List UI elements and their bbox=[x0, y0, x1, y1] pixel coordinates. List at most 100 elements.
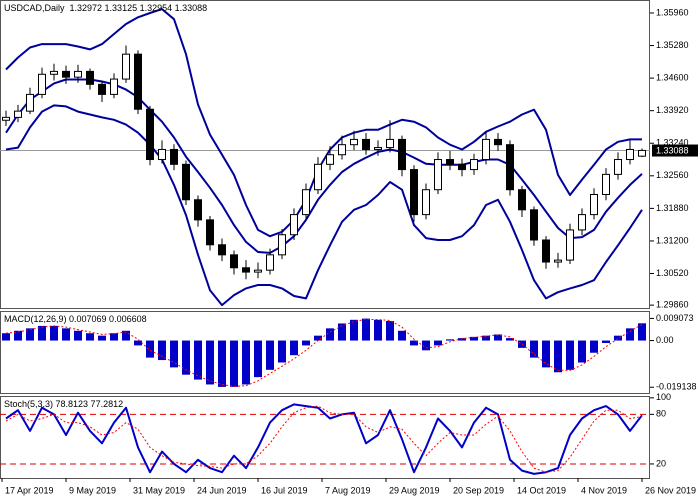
macd-bar bbox=[566, 340, 574, 370]
macd-bar bbox=[530, 340, 538, 358]
candle-body bbox=[470, 159, 478, 171]
candle-body bbox=[50, 70, 58, 75]
macd-bar bbox=[446, 339, 454, 341]
y-tick-label: 1.32560 bbox=[656, 170, 689, 180]
candle-body bbox=[206, 219, 214, 246]
panel-title-part: USDCAD,Daily bbox=[4, 3, 65, 13]
y-tick-label: 1.35960 bbox=[656, 7, 689, 17]
panel-frame bbox=[0, 311, 650, 394]
macd-bar bbox=[2, 333, 10, 341]
macd-bar bbox=[110, 333, 118, 341]
macd-bar bbox=[242, 340, 250, 385]
stoch-signal bbox=[5, 405, 643, 473]
macd-bar bbox=[134, 340, 142, 346]
y-tick-label: 100 bbox=[656, 392, 671, 402]
candle-body bbox=[530, 209, 538, 241]
macd-bar bbox=[458, 338, 466, 341]
candle-body bbox=[326, 154, 334, 165]
candle-body bbox=[86, 70, 94, 85]
candle-body bbox=[458, 163, 466, 171]
macd-bar bbox=[326, 328, 334, 341]
last-price-box bbox=[652, 144, 698, 157]
candle-body bbox=[242, 267, 250, 273]
panel-title: Stoch(5,3,3) 78.8123 77.2812 bbox=[4, 399, 123, 409]
candle-body bbox=[542, 239, 550, 263]
candle-body bbox=[494, 138, 502, 146]
macd-bar bbox=[278, 340, 286, 363]
macd-bar bbox=[506, 338, 514, 341]
candle-body bbox=[218, 244, 226, 256]
candle-body bbox=[62, 70, 70, 78]
stoch-main bbox=[5, 403, 643, 475]
macd-bar bbox=[602, 340, 610, 343]
bollinger-band bbox=[5, 104, 643, 307]
macd-bar bbox=[338, 323, 346, 341]
candle-body bbox=[302, 189, 310, 216]
macd-bar bbox=[218, 340, 226, 387]
macd-bar bbox=[374, 319, 382, 341]
y-tick-label: 80 bbox=[656, 409, 666, 419]
candle-body bbox=[350, 138, 358, 146]
x-tick-label: 9 May 2019 bbox=[69, 485, 116, 495]
macd-bar bbox=[470, 336, 478, 341]
candle-body bbox=[446, 159, 454, 165]
candle-body bbox=[2, 116, 10, 121]
y-tick-label: 1.33920 bbox=[656, 105, 689, 115]
macd-bar bbox=[98, 335, 106, 341]
panel-title: MACD(12,26,9) 0.007069 0.006608 bbox=[4, 314, 147, 324]
candle-body bbox=[266, 254, 274, 271]
candle-body bbox=[518, 189, 526, 211]
candle-body bbox=[338, 144, 346, 156]
x-tick-label: 26 Nov 2019 bbox=[645, 485, 696, 495]
panel-title-part: 1.32972 1.33125 1.32954 1.33088 bbox=[70, 3, 208, 13]
macd-bar bbox=[206, 340, 214, 385]
y-tick-label: 0.009073 bbox=[656, 313, 694, 323]
macd-bar bbox=[386, 321, 394, 341]
candle-body bbox=[146, 108, 154, 161]
y-tick-label: 0.00 bbox=[656, 335, 674, 345]
macd-bar bbox=[170, 340, 178, 368]
x-tick-label: 16 Jul 2019 bbox=[261, 485, 308, 495]
y-tick-label: 1.29860 bbox=[656, 300, 689, 310]
candle-body bbox=[254, 269, 262, 273]
candle-body bbox=[482, 138, 490, 161]
macd-bar bbox=[434, 340, 442, 346]
x-tick-label: 7 Aug 2019 bbox=[325, 485, 371, 495]
macd-bar bbox=[290, 340, 298, 356]
candle-body bbox=[578, 214, 586, 231]
macd-bar bbox=[266, 340, 274, 370]
candle-body bbox=[122, 53, 130, 80]
candle-body bbox=[410, 169, 418, 216]
y-tick-label: 1.30520 bbox=[656, 268, 689, 278]
candle-body bbox=[194, 199, 202, 221]
macd-bar bbox=[410, 340, 418, 346]
last-price-label: 1.33088 bbox=[656, 145, 689, 155]
macd-bar bbox=[626, 328, 634, 341]
macd-bar bbox=[62, 328, 70, 341]
candle-body bbox=[98, 83, 106, 95]
candle-body bbox=[626, 148, 634, 161]
candle-body bbox=[374, 147, 382, 150]
macd-bar bbox=[590, 340, 598, 353]
y-tick-label: -0.019138 bbox=[656, 382, 697, 392]
y-tick-label: 20 bbox=[656, 458, 666, 468]
x-tick-label: 31 May 2019 bbox=[133, 485, 185, 495]
y-tick-label: 1.34600 bbox=[656, 72, 689, 82]
candle-body bbox=[638, 149, 646, 157]
macd-bar bbox=[398, 330, 406, 341]
x-tick-label: 14 Oct 2019 bbox=[517, 485, 566, 495]
x-tick-label: 20 Sep 2019 bbox=[453, 485, 504, 495]
candle-body bbox=[554, 259, 562, 263]
macd-bar bbox=[578, 340, 586, 363]
macd-bar bbox=[302, 340, 310, 346]
macd-bar bbox=[122, 330, 130, 341]
macd-bar bbox=[14, 330, 22, 341]
signal-line bbox=[5, 318, 643, 387]
x-tick-label: 4 Nov 2019 bbox=[581, 485, 627, 495]
panel-title: USDCAD,Daily 1.32972 1.33125 1.32954 1.33… bbox=[4, 3, 207, 13]
macd-bar bbox=[494, 334, 502, 341]
bollinger-band bbox=[5, 8, 642, 238]
candle-body bbox=[422, 189, 430, 216]
